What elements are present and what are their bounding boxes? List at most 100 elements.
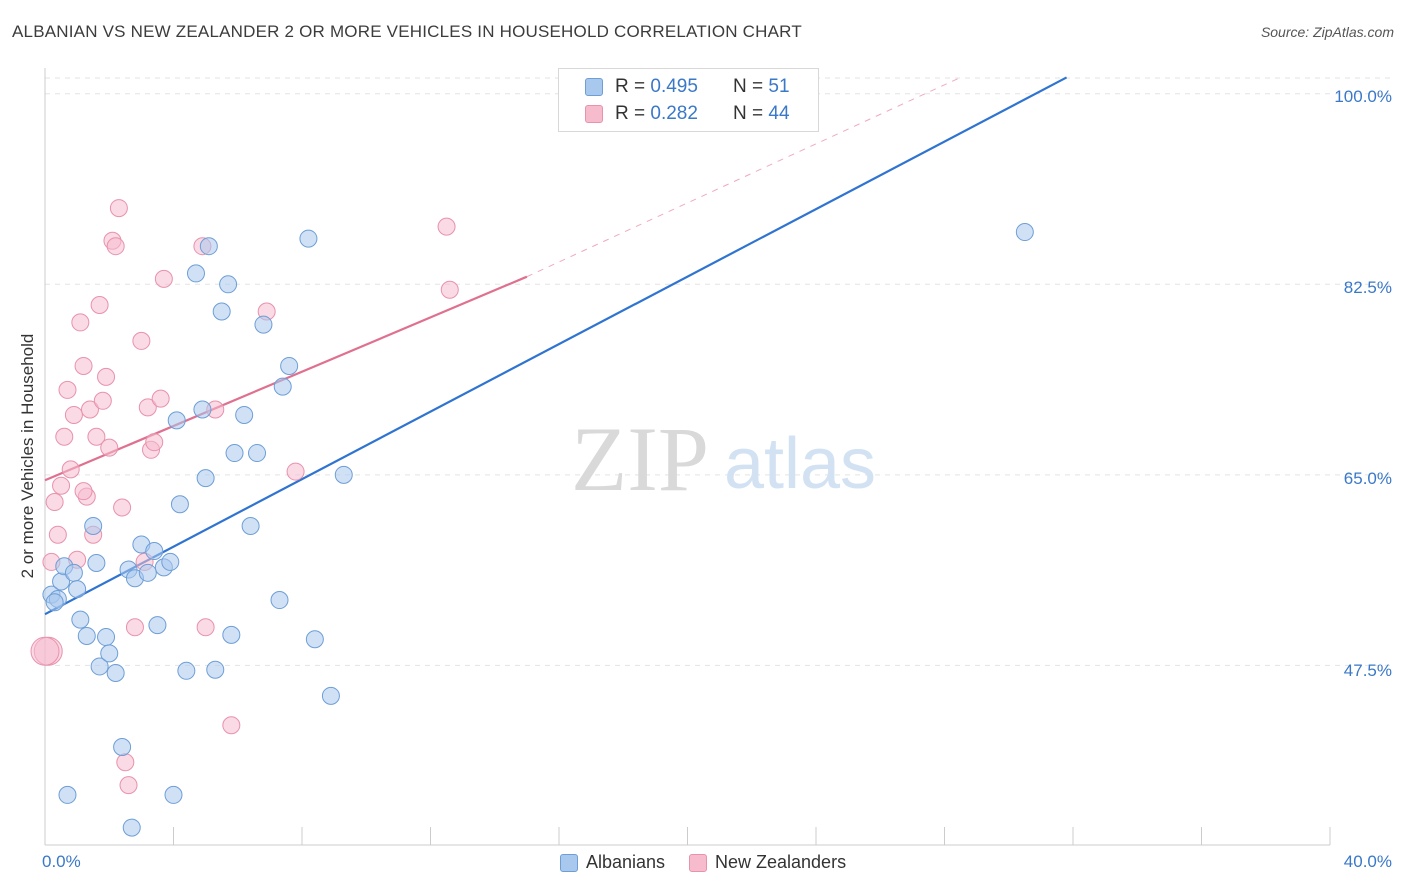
x-tick-label: 0.0% xyxy=(42,852,81,871)
source-label: Source: ZipAtlas.com xyxy=(1260,24,1394,40)
albanians-point xyxy=(122,818,141,837)
new-zealanders-point xyxy=(55,427,74,446)
new-zealanders-point xyxy=(222,716,241,735)
legend-n-value: 44 xyxy=(768,103,790,124)
albanians-point xyxy=(196,469,215,488)
albanians-point xyxy=(161,552,180,571)
legend-r-value: 0.282 xyxy=(650,103,698,124)
bottom-legend-new-zealanders[interactable]: New Zealanders xyxy=(689,852,846,873)
albanians-point xyxy=(84,517,103,536)
albanians-point xyxy=(1015,223,1034,242)
albanians-point xyxy=(87,554,106,573)
bottom-legend-label: New Zealanders xyxy=(715,852,847,872)
albanians-point xyxy=(77,626,96,645)
albanians-point xyxy=(90,657,109,676)
albanians-point xyxy=(241,517,260,536)
legend-n-value: 51 xyxy=(768,76,790,97)
albanians-point xyxy=(305,630,324,649)
albanians-swatch-icon xyxy=(559,853,578,872)
new-zealanders-point xyxy=(151,389,170,408)
albanians-point xyxy=(222,625,241,644)
albanians-point xyxy=(193,400,212,419)
new-zealanders-point xyxy=(30,636,60,666)
new-zealanders-point xyxy=(74,482,93,501)
data-points xyxy=(30,199,1034,837)
new-zealanders-point xyxy=(58,380,77,399)
new-zealanders-point xyxy=(119,776,138,795)
albanians-point xyxy=(170,495,189,514)
albanians-point xyxy=(45,593,64,612)
albanians-point xyxy=(254,315,273,334)
new-zealanders-point xyxy=(106,237,125,256)
albanians-point xyxy=(145,542,164,561)
albanians-swatch-icon xyxy=(585,78,603,96)
albanians-point xyxy=(186,264,205,283)
new-zealanders-point xyxy=(109,199,128,218)
albanians-point xyxy=(280,356,299,375)
new-zealanders-point xyxy=(286,462,305,481)
albanians-point xyxy=(97,628,116,647)
y-tick-label: 82.5% xyxy=(1343,278,1392,297)
bottom-legend-albanians[interactable]: Albanians xyxy=(559,852,665,873)
trend-lines xyxy=(44,76,1068,616)
watermark-atlas: atlas xyxy=(724,424,876,504)
new-zealanders-point xyxy=(196,618,215,637)
chart-title: ALBANIAN VS NEW ZEALANDER 2 OR MORE VEHI… xyxy=(12,22,802,41)
new-zealanders-point xyxy=(125,618,144,637)
new-zealanders-trend-extension xyxy=(526,76,961,278)
watermark-zip: ZIP xyxy=(571,408,709,510)
legend-r-label: R = xyxy=(615,103,646,124)
y-axis-label: 2 or more Vehicles in Household xyxy=(18,333,37,579)
new-zealanders-point xyxy=(48,525,67,544)
y-tick-label: 65.0% xyxy=(1343,469,1392,488)
new-zealanders-point xyxy=(64,405,83,424)
albanians-point xyxy=(248,444,267,463)
albanians-point xyxy=(177,661,196,680)
legend-n-label: N = xyxy=(733,103,764,124)
gridlines xyxy=(45,77,1392,666)
y-tick-label: 100.0% xyxy=(1334,87,1392,106)
new-zealanders-point xyxy=(116,753,135,772)
new-zealanders-point xyxy=(97,367,116,386)
new-zealanders-point xyxy=(113,498,132,517)
watermark: ZIP atlas xyxy=(571,408,876,510)
axes xyxy=(44,68,1331,846)
albanians-point xyxy=(58,785,77,804)
albanians-trend-line xyxy=(44,76,1068,616)
albanians-point xyxy=(199,237,218,256)
new-zealanders-point xyxy=(437,217,456,236)
legend-row-new-zealanders: R = 0.282 N = 44 xyxy=(585,101,790,127)
new-zealanders-point xyxy=(74,356,93,375)
albanians-point xyxy=(299,229,318,248)
y-tick-label: 47.5% xyxy=(1343,661,1392,680)
new-zealanders-point xyxy=(80,400,99,419)
new-zealanders-point xyxy=(71,313,90,332)
albanians-point xyxy=(64,563,83,582)
new-zealanders-point xyxy=(440,280,459,299)
x-tick-label: 40.0% xyxy=(1343,852,1392,871)
new-zealanders-point xyxy=(45,493,64,512)
new-zealanders-point xyxy=(145,433,164,452)
albanians-point xyxy=(148,616,167,635)
albanians-point xyxy=(167,411,186,430)
legend: R = 0.495 N = 51 R = 0.282 N = 44 xyxy=(558,68,819,132)
new-zealanders-swatch-icon xyxy=(689,853,707,872)
albanians-point xyxy=(100,644,119,663)
albanians-point xyxy=(68,580,87,599)
albanians-point xyxy=(334,465,353,484)
albanians-point xyxy=(206,660,225,679)
new-zealanders-swatch-icon xyxy=(585,105,603,123)
bottom-legend-label: Albanians xyxy=(585,852,665,872)
new-zealanders-point xyxy=(154,269,173,288)
legend-n-label: N = xyxy=(733,76,764,97)
albanians-point xyxy=(138,563,157,582)
albanians-point xyxy=(235,405,254,424)
new-zealanders-point xyxy=(138,398,157,417)
new-zealanders-point xyxy=(90,295,109,314)
legend-r-label: R = xyxy=(615,76,646,97)
albanians-point xyxy=(71,610,90,629)
albanians-point xyxy=(212,302,231,321)
new-zealanders-point xyxy=(87,427,106,446)
albanians-point xyxy=(219,275,238,294)
